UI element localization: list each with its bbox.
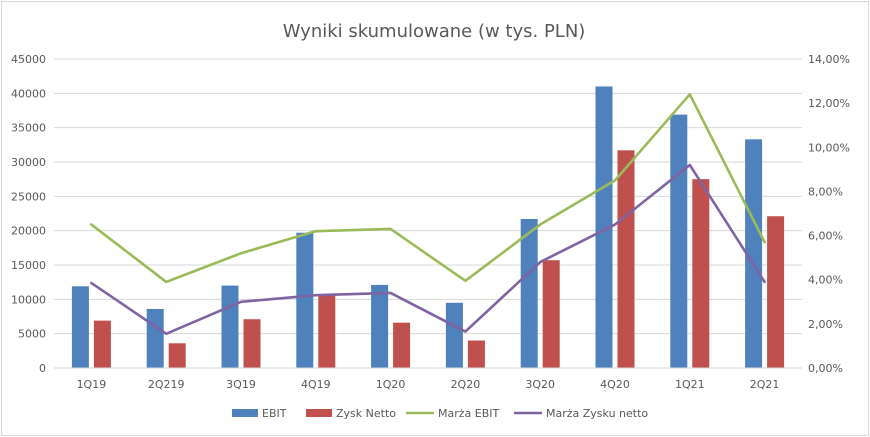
chart-title: Wyniki skumulowane (w tys. PLN)	[283, 21, 586, 42]
bar-zysk-netto	[318, 295, 336, 368]
x-tick-label: 1Q20	[376, 378, 406, 391]
y-left-tick-label: 0	[39, 362, 46, 375]
bar-ebit	[371, 284, 389, 368]
y-left-tick-label: 35000	[11, 122, 46, 135]
y-left-tick-label: 30000	[11, 156, 46, 169]
gridlines	[54, 58, 802, 335]
line-marza-ebit	[90, 93, 766, 284]
y-left-tick-label: 10000	[11, 293, 46, 306]
y-left-tick-label: 15000	[11, 259, 46, 272]
bar-ebit	[670, 114, 688, 369]
bar-ebit	[71, 286, 89, 368]
legend-swatch	[306, 409, 332, 417]
bar-ebit	[221, 285, 239, 368]
axes: 0 5000 10000 15000 20000 25000 30000 35000 40000…	[11, 53, 850, 391]
x-tick-label: 3Q20	[525, 378, 555, 391]
bar-zysk-netto	[767, 216, 785, 368]
legend-swatch	[232, 409, 258, 417]
bar-ebit	[296, 232, 314, 368]
x-tick-label: 4Q20	[600, 378, 630, 391]
x-tick-label: 4Q19	[301, 378, 331, 391]
x-tick-label: 3Q19	[226, 378, 256, 391]
y-left-tick-label: 40000	[11, 87, 46, 100]
y-right-tick-label: 0,00%	[808, 362, 843, 375]
lines	[90, 93, 766, 336]
y-right-tick-label: 4,00%	[808, 274, 843, 287]
bar-zysk-netto	[93, 320, 111, 368]
legend: EBIT Zysk Netto Marża EBIT Marża Zysku nett…	[232, 407, 648, 420]
y-right-tick-label: 2,00%	[808, 318, 843, 331]
y-left-tick-label: 45000	[11, 53, 46, 66]
bar-ebit	[520, 218, 538, 368]
x-tick-label: 1Q21	[675, 378, 705, 391]
y-left-tick-label: 25000	[11, 190, 46, 203]
y-right-tick-label: 6,00%	[808, 230, 843, 243]
x-tick-label: 2Q219	[148, 378, 185, 391]
legend-label: Marża Zysku netto	[546, 407, 648, 420]
bar-zysk-netto	[243, 319, 261, 368]
legend-label: Marża EBIT	[438, 407, 500, 420]
bars	[71, 86, 785, 369]
bar-zysk-netto	[542, 260, 560, 368]
bar-zysk-netto	[168, 343, 186, 368]
y-right-tick-label: 8,00%	[808, 185, 843, 198]
y-right-tick-label: 10,00%	[808, 141, 850, 154]
x-tick-label: 2Q21	[750, 378, 780, 391]
x-tick-label: 1Q19	[77, 378, 107, 391]
y-right-tick-label: 12,00%	[808, 97, 850, 110]
y-left-tick-label: 20000	[11, 225, 46, 238]
legend-label: Zysk Netto	[336, 407, 396, 420]
bar-ebit	[595, 86, 613, 368]
bar-zysk-netto	[692, 179, 710, 368]
bar-ebit	[445, 302, 463, 368]
bar-zysk-netto	[467, 340, 485, 368]
bar-zysk-netto	[393, 322, 411, 368]
bar-ebit	[146, 308, 164, 368]
bar-ebit	[745, 139, 763, 368]
y-right-tick-label: 14,00%	[808, 53, 850, 66]
y-left-tick-label: 5000	[18, 328, 46, 341]
bar-zysk-netto	[617, 150, 635, 368]
x-tick-label: 2Q20	[451, 378, 481, 391]
line-marza-zysku-netto	[90, 163, 766, 336]
legend-label: EBIT	[262, 407, 287, 420]
